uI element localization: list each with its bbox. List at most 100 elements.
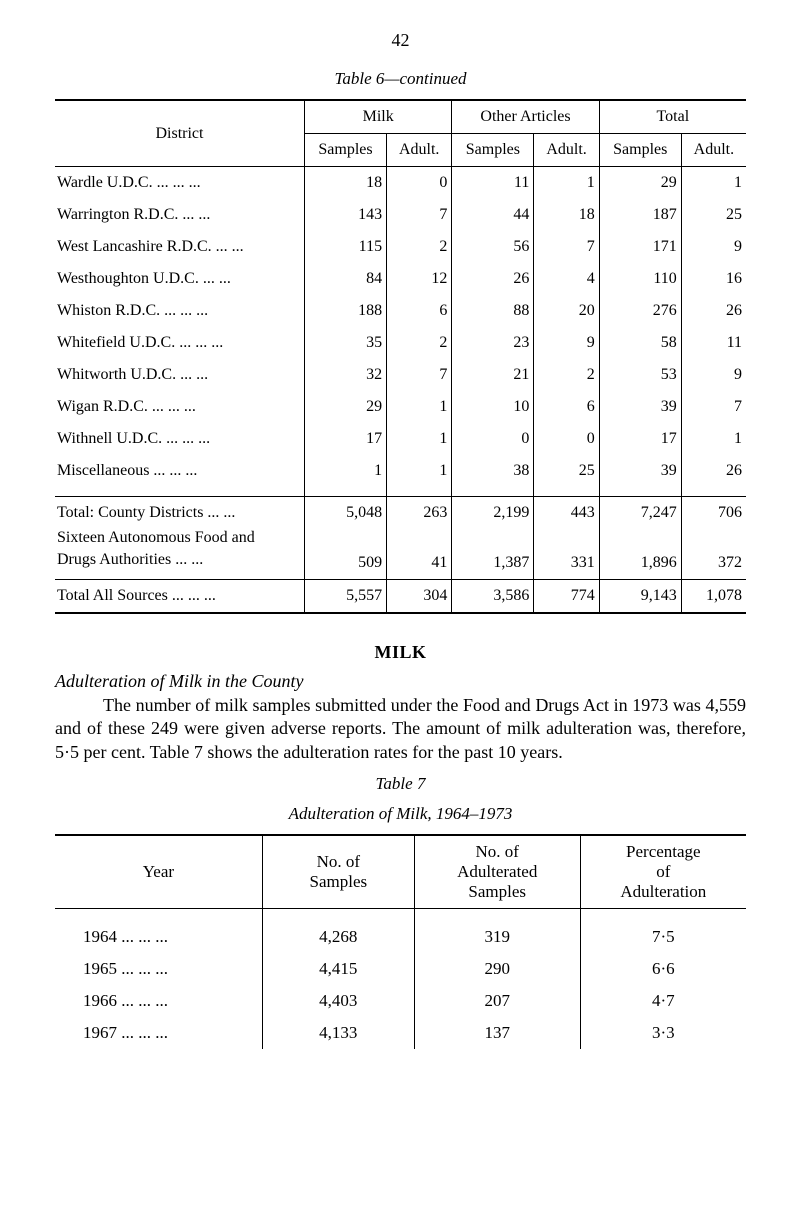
cell: 509 [304, 547, 386, 580]
table-row [55, 909, 746, 922]
cell: 39 [599, 455, 681, 497]
cell: 2 [387, 231, 452, 263]
cell: 7·5 [580, 921, 746, 953]
table7-caption2: Adulteration of Milk, 1964–1973 [55, 804, 746, 824]
t7-h-year: Year [55, 835, 262, 909]
table-row: Wardle U.D.C. ... ... ...180111291 [55, 167, 746, 200]
table-row: Wigan R.D.C. ... ... ...291106397 [55, 391, 746, 423]
table6: District Milk Other Articles Total Sampl… [55, 99, 746, 614]
cell: 4·7 [580, 985, 746, 1017]
t6-h-m-adult: Adult. [387, 134, 452, 167]
table-row: West Lancashire R.D.C. ... ...1152567171… [55, 231, 746, 263]
cell: 11 [681, 327, 746, 359]
cell: 5,048 [304, 497, 386, 530]
cell: 1964 ... ... ... [55, 921, 262, 953]
cell: 276 [599, 295, 681, 327]
table-row: Whiston R.D.C. ... ... ...1886882027626 [55, 295, 746, 327]
cell: 706 [681, 497, 746, 530]
cell: 1 [387, 391, 452, 423]
table-row: 1966 ... ... ...4,4032074·7 [55, 985, 746, 1017]
cell: 1,896 [599, 547, 681, 580]
cell: Wigan R.D.C. ... ... ... [55, 391, 304, 423]
t7-h-adult: No. of Adulterated Samples [414, 835, 580, 909]
cell: 41 [387, 547, 452, 580]
cell: 10 [452, 391, 534, 423]
table-row: 1964 ... ... ...4,2683197·5 [55, 921, 746, 953]
cell: Westhoughton U.D.C. ... ... [55, 263, 304, 295]
cell: 187 [599, 199, 681, 231]
cell: 372 [681, 547, 746, 580]
cell: 11 [452, 167, 534, 200]
cell: 290 [414, 953, 580, 985]
cell: 35 [304, 327, 386, 359]
cell: 9 [534, 327, 599, 359]
cell: Withnell U.D.C. ... ... ... [55, 423, 304, 455]
table-row: Whitworth U.D.C. ... ...327212539 [55, 359, 746, 391]
cell: 207 [414, 985, 580, 1017]
cell: Total: County Districts ... ... [55, 497, 304, 530]
cell: 4,133 [262, 1017, 414, 1049]
cell: 0 [452, 423, 534, 455]
cell: 443 [534, 497, 599, 530]
cell: 1 [534, 167, 599, 200]
table-row-subtotal: Total: County Districts ... ... 5,048 26… [55, 497, 746, 530]
cell: 304 [387, 580, 452, 614]
cell: 5,557 [304, 580, 386, 614]
cell: Total All Sources ... ... ... [55, 580, 304, 614]
t6-h-t-adult: Adult. [681, 134, 746, 167]
table-row: Withnell U.D.C. ... ... ...17100171 [55, 423, 746, 455]
cell: 1 [387, 455, 452, 497]
cell: 2 [387, 327, 452, 359]
cell: 32 [304, 359, 386, 391]
cell: 331 [534, 547, 599, 580]
t7-h-pct: Percentage of Adulteration [580, 835, 746, 909]
table-row: Whitefield U.D.C. ... ... ...3522395811 [55, 327, 746, 359]
page-number: 42 [55, 30, 746, 51]
cell: 4,403 [262, 985, 414, 1017]
cell: 26 [681, 295, 746, 327]
cell [534, 529, 599, 547]
cell: 774 [534, 580, 599, 614]
cell: 2,199 [452, 497, 534, 530]
cell: Drugs Authorities ... ... [55, 547, 304, 580]
cell: 23 [452, 327, 534, 359]
cell: 1 [387, 423, 452, 455]
cell: 21 [452, 359, 534, 391]
cell: 1,387 [452, 547, 534, 580]
cell: 44 [452, 199, 534, 231]
cell: 1 [681, 423, 746, 455]
t6-h-t-samples: Samples [599, 134, 681, 167]
table-row-subtotal-label: Sixteen Autonomous Food and [55, 529, 746, 547]
t6-h-total: Total [599, 100, 746, 134]
cell: Whitefield U.D.C. ... ... ... [55, 327, 304, 359]
cell: 7,247 [599, 497, 681, 530]
cell: Whitworth U.D.C. ... ... [55, 359, 304, 391]
cell: 29 [304, 391, 386, 423]
cell: 9 [681, 359, 746, 391]
table6-caption-suffix: continued [399, 69, 466, 88]
cell: 25 [534, 455, 599, 497]
table7: Year No. of Samples No. of Adulterated S… [55, 834, 746, 1049]
table-row: Miscellaneous ... ... ...1138253926 [55, 455, 746, 497]
cell: 188 [304, 295, 386, 327]
t6-h-milk: Milk [304, 100, 451, 134]
cell: 0 [387, 167, 452, 200]
t6-h-district: District [55, 100, 304, 167]
cell: 1966 ... ... ... [55, 985, 262, 1017]
table-row-grand-total: Total All Sources ... ... ... 5,557 304 … [55, 580, 746, 614]
cell: 18 [534, 199, 599, 231]
t6-h-o-adult: Adult. [534, 134, 599, 167]
cell: 26 [452, 263, 534, 295]
cell: 2 [534, 359, 599, 391]
cell: 7 [387, 199, 452, 231]
cell: 56 [452, 231, 534, 263]
cell: Whiston R.D.C. ... ... ... [55, 295, 304, 327]
cell [452, 529, 534, 547]
cell: 84 [304, 263, 386, 295]
cell: 1965 ... ... ... [55, 953, 262, 985]
cell: 9,143 [599, 580, 681, 614]
cell: 143 [304, 199, 386, 231]
table7-caption1: Table 7 [55, 774, 746, 794]
t7-h-samples: No. of Samples [262, 835, 414, 909]
cell: 18 [304, 167, 386, 200]
